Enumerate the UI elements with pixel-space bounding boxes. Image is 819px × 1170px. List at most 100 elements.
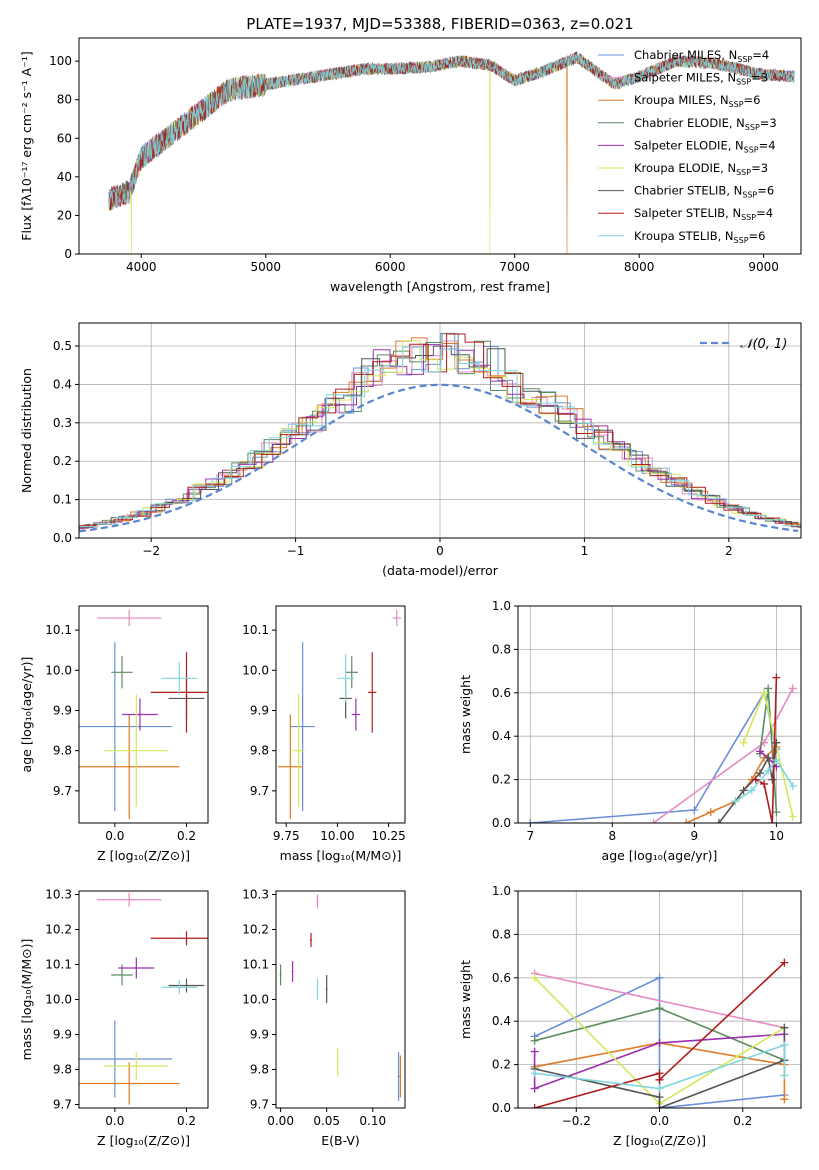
spectrum-series-kroupa-stelib — [108, 51, 795, 208]
weight-vs-age-point-marker — [714, 819, 723, 823]
mass-vs-ebv-errorbar-kroupa-miles — [399, 1055, 402, 1098]
weight-vs-age-ytick-label: 0.2 — [492, 773, 511, 787]
legend-sub: SSP — [742, 191, 757, 200]
age-vs-mass-ytick-label: 9.7 — [250, 784, 269, 798]
residuals-legend-label: 𝒩(0, 1) — [740, 337, 787, 352]
age-vs-mass-errorbar-salpeter-stelib — [368, 652, 377, 733]
weight-vs-age-xtick-label: 7 — [526, 829, 534, 843]
legend-tail: =6 — [757, 184, 774, 198]
legend-tail: =6 — [744, 93, 761, 107]
weight-vs-age-ytick-label: 0.0 — [492, 816, 511, 830]
mass-vs-ebv-errorbar-chabrier-stelib — [325, 975, 328, 1003]
spectrum-xtick-label: 6000 — [375, 260, 406, 274]
weight-vs-age-point-marker — [755, 769, 764, 778]
age-vs-mass-ytick-label: 9.8 — [250, 744, 269, 758]
mass-vs-ebv-ytick-label: 10.2 — [242, 923, 269, 937]
weight-vs-z-line — [534, 972, 785, 1029]
legend-label: Salpeter ELODIE, N — [634, 138, 744, 152]
weight-vs-age-series-kroupa-elodie — [739, 688, 797, 821]
age-vs-z-ytick-label: 9.9 — [53, 703, 72, 717]
age-vs-mass-xtick-label: 9.75 — [273, 829, 300, 843]
mass-vs-ebv-errorbar-salpeter-elodie — [291, 961, 294, 982]
weight-vs-age-point-marker — [764, 766, 773, 775]
spectrum-xtick-label: 7000 — [499, 260, 530, 274]
weight-vs-z-xtick-label: 0.2 — [733, 1114, 752, 1128]
weight-vs-age-ylabel: mass weight — [458, 675, 473, 754]
weight-vs-z-plot-area — [530, 958, 789, 1108]
residuals-ytick-label: 0.5 — [53, 339, 72, 353]
weight-vs-age-point-marker — [649, 819, 658, 823]
spectrum-panel: 4000 5000 6000 7000 8000 9000 0 20 40 60 80 100 wave… — [19, 37, 802, 294]
mass-vs-ebv-errorbar-kroupa-elodie — [336, 1048, 339, 1077]
age-vs-mass-xtick-label: 10.00 — [320, 829, 354, 843]
age-vs-z-ytick-label: 10.0 — [45, 663, 72, 677]
mass-vs-z-errorbar-chabrier-miles — [79, 1020, 173, 1098]
weight-vs-z-point-marker — [530, 1104, 539, 1108]
legend-sub: SSP — [737, 55, 752, 64]
age-vs-mass-errorbar-kroupa-stelib — [337, 654, 354, 703]
mass-vs-z-ytick-label: 10.0 — [45, 993, 72, 1007]
residuals-xlabel: (data-model)/error — [382, 563, 499, 578]
weight-vs-age-xtick-label: 9 — [691, 829, 699, 843]
weight-vs-age-panel: 7 8 9 10 0.0 0.2 0.4 0.6 0.8 1.0 age [log₁₀(age/yr… — [458, 599, 802, 863]
spectrum-ylabel: Flux [fλ10⁻¹⁷ erg cm⁻² s⁻¹ A⁻¹] — [19, 51, 34, 240]
weight-vs-z-point-marker — [655, 1093, 664, 1102]
weight-vs-age-point-marker — [788, 812, 797, 821]
mass-vs-ebv-xtick-label: 0.00 — [267, 1114, 294, 1128]
residuals-hist-chabrier-stelib — [79, 345, 801, 528]
weight-vs-age-point-marker — [772, 756, 781, 765]
weight-vs-age-point-marker — [788, 684, 797, 693]
mass-vs-ebv-ytick-label: 10.0 — [242, 993, 269, 1007]
age-vs-mass-errorbar-chabrier-miles — [290, 642, 315, 811]
spectrum-ytick-label: 60 — [57, 131, 72, 145]
weight-vs-age-point-marker — [739, 738, 748, 747]
mass-vs-ebv-axes-frame — [275, 890, 406, 1109]
weight-vs-age-xtick-label: 8 — [609, 829, 617, 843]
weight-vs-z-panel: −0.2 0.0 0.2 0.0 0.2 0.4 0.6 0.8 1.0 Z [log₁₀(Z/Z… — [458, 884, 802, 1148]
mass-vs-z-errorbar-chabrier-stelib — [168, 978, 205, 993]
weight-vs-z-ytick-label: 1.0 — [492, 884, 511, 898]
weight-vs-z-ytick-label: 0.8 — [492, 927, 511, 941]
weight-vs-age-point-marker — [739, 786, 748, 795]
weight-vs-age-ytick-label: 0.6 — [492, 686, 511, 700]
legend-sub: SSP — [736, 78, 751, 87]
weight-vs-age-plot-area — [526, 673, 797, 823]
legend-tail: =3 — [760, 116, 777, 130]
weight-vs-z-point-marker — [530, 1069, 539, 1078]
age-vs-mass-xlabel: mass [log₁₀(M/M⊙)] — [280, 848, 402, 863]
age-vs-mass-axes-frame — [275, 605, 406, 824]
legend-sub: SSP — [736, 168, 751, 177]
age-vs-z-ytick-label: 10.1 — [45, 623, 72, 637]
weight-vs-age-point-marker — [755, 747, 764, 756]
mass-vs-ebv-ytick-label: 10.1 — [242, 958, 269, 972]
spectrum-xtick-label: 4000 — [126, 260, 157, 274]
age-vs-z-ytick-label: 9.7 — [53, 784, 72, 798]
weight-vs-age-point-marker — [526, 819, 535, 823]
residuals-xtick-label: −2 — [142, 544, 160, 558]
weight-vs-age-point-marker — [768, 819, 777, 823]
age-vs-mass-panel: 9.75 10.00 10.25 9.7 9.8 9.9 10.0 10.1 mass [log… — [242, 605, 406, 863]
weight-vs-z-point-marker — [655, 1004, 664, 1013]
mass-vs-z-xtick-label: 0.0 — [105, 1114, 124, 1128]
residuals-ytick-label: 0.2 — [53, 454, 72, 468]
weight-vs-z-point-marker — [655, 1075, 664, 1084]
weight-vs-z-line — [534, 1043, 786, 1090]
residuals-axes-frame — [78, 322, 802, 539]
legend-tail: =4 — [756, 206, 773, 220]
spectrum-legend-entry: Chabrier MILES, NSSP=4 — [634, 48, 769, 64]
residuals-ytick-label: 0.1 — [53, 493, 72, 507]
weight-vs-age-point-marker — [772, 738, 781, 747]
legend-label: Chabrier MILES, N — [634, 48, 737, 62]
mass-vs-z-ytick-label: 10.2 — [45, 923, 72, 937]
weight-vs-z-point-marker — [530, 1047, 539, 1056]
spectrum-plot-area — [108, 50, 795, 254]
weight-vs-z-ytick-label: 0.2 — [492, 1058, 511, 1072]
weight-vs-z-point-marker — [655, 1038, 664, 1047]
weight-vs-z-point-marker — [655, 1104, 664, 1108]
weight-vs-age-point-marker — [747, 786, 756, 795]
spectrum-ytick-label: 40 — [57, 170, 72, 184]
age-vs-z-errorbar-kroupa-miles — [79, 714, 180, 819]
mass-vs-z-axes-frame — [78, 890, 209, 1109]
mass-vs-ebv-errorbar-salpeter-stelib — [310, 933, 312, 947]
weight-vs-z-point-marker — [780, 1095, 789, 1104]
